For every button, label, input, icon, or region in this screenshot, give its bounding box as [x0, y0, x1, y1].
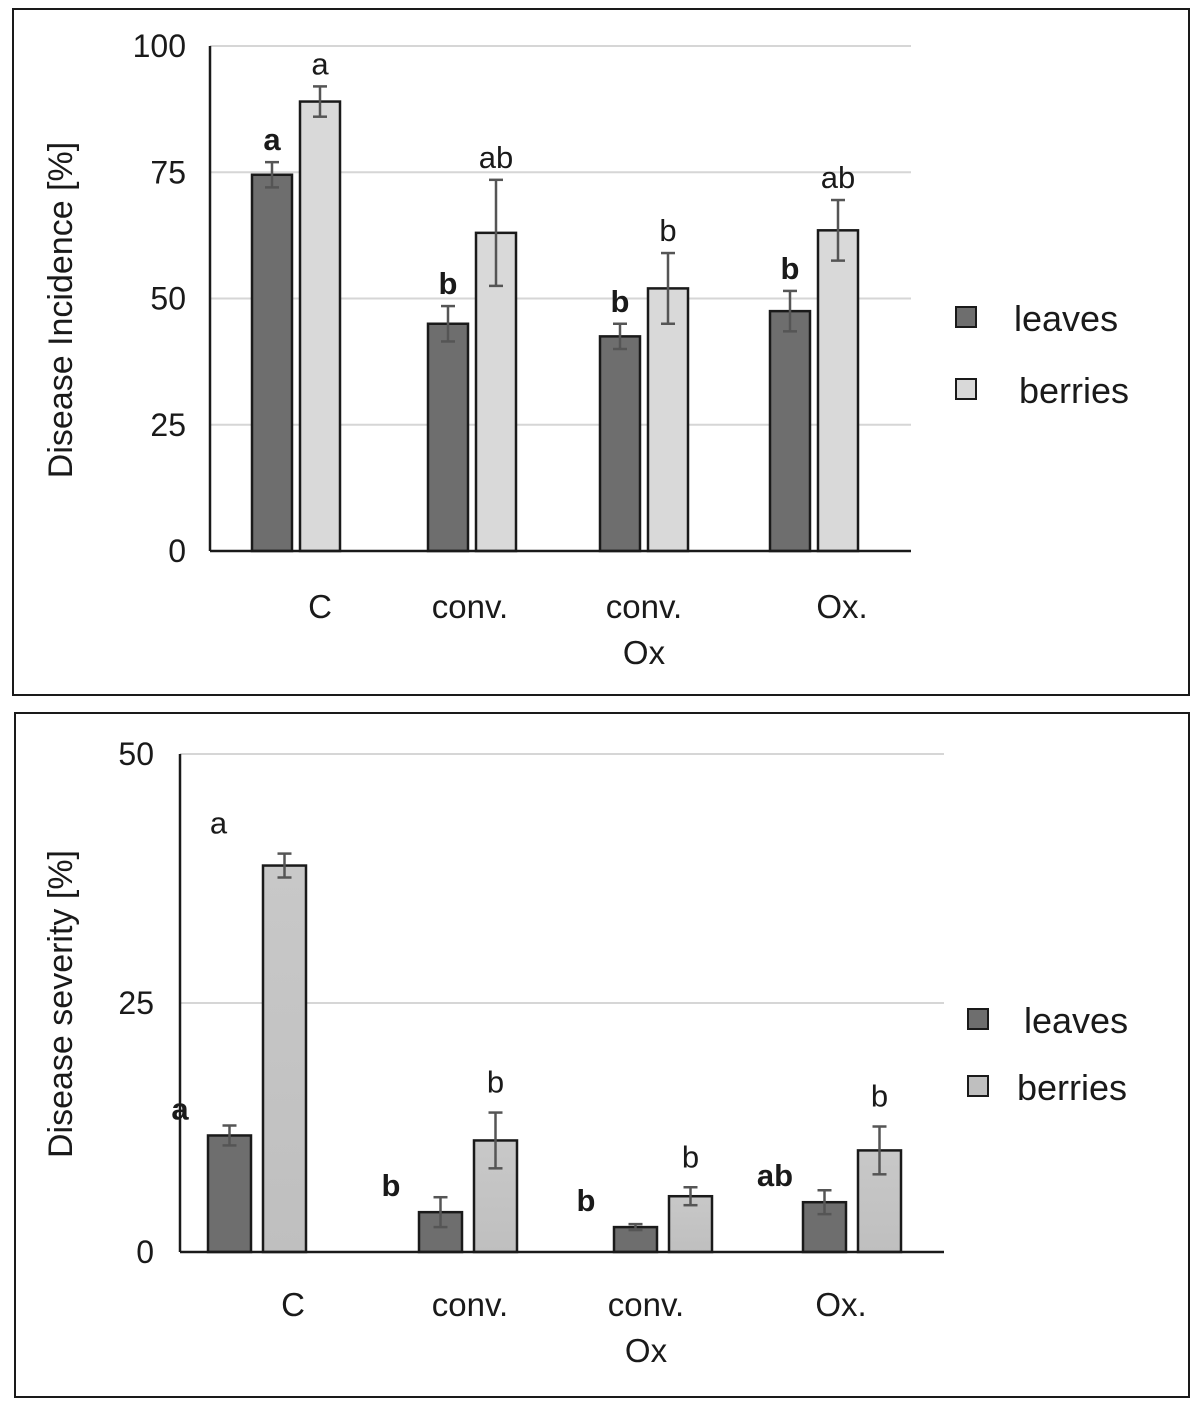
- y-tick-label: 75: [150, 154, 186, 190]
- x-category-label: Ox: [625, 1332, 668, 1369]
- legend-label-berries: berries: [1019, 370, 1129, 411]
- y-axis-label: Disease Incidence [%]: [42, 142, 80, 478]
- significance-letter-berries: ab: [821, 160, 855, 195]
- x-category-label: Ox.: [816, 588, 867, 625]
- legend-swatch-leaves: [967, 1008, 989, 1030]
- bar-leaves: [598, 335, 642, 553]
- x-category-label: conv.: [606, 588, 682, 625]
- legend-label-leaves: leaves: [1014, 298, 1118, 339]
- significance-letter-berries: b: [487, 1065, 504, 1100]
- y-tick-label: 0: [168, 533, 186, 569]
- legend-swatch-leaves: [955, 306, 977, 328]
- significance-letter-berries: a: [311, 46, 329, 81]
- bar-leaves: [768, 309, 812, 553]
- y-tick-label: 0: [136, 1234, 154, 1270]
- x-category-label: C: [308, 588, 332, 625]
- significance-letter-leaves: ab: [757, 1158, 793, 1193]
- legend-label-berries: berries: [1017, 1067, 1127, 1108]
- significance-letter-berries: b: [659, 213, 676, 248]
- x-category-label: Ox.: [815, 1286, 866, 1323]
- significance-letter-berries: a: [210, 806, 228, 841]
- bar-leaves: [250, 173, 294, 553]
- bar-berries: [816, 229, 860, 553]
- bar-berries: [298, 100, 342, 553]
- bar-leaves: [206, 1134, 253, 1254]
- y-tick-label: 50: [150, 281, 186, 317]
- significance-letter-leaves: a: [263, 122, 281, 157]
- legend-swatch-berries: [967, 1075, 989, 1097]
- x-category-label: conv.: [432, 588, 508, 625]
- bar-berries: [646, 287, 690, 553]
- significance-letter-berries: ab: [479, 140, 513, 175]
- y-axis-label: Disease severity [%]: [42, 850, 80, 1158]
- legend-swatch-berries: [955, 378, 977, 400]
- significance-letter-leaves: b: [577, 1183, 596, 1218]
- y-tick-label: 100: [133, 28, 186, 64]
- y-tick-label: 50: [118, 736, 154, 772]
- bar-leaves: [426, 322, 470, 553]
- bar-berries: [261, 864, 308, 1254]
- x-category-label: Ox: [623, 634, 666, 671]
- x-category-label: conv.: [608, 1286, 684, 1323]
- significance-letter-berries: b: [682, 1139, 699, 1174]
- significance-letter-leaves: b: [781, 251, 800, 286]
- significance-letter-leaves: b: [611, 284, 630, 319]
- y-tick-label: 25: [150, 407, 186, 443]
- legend-label-leaves: leaves: [1024, 1000, 1128, 1041]
- significance-letter-berries: b: [871, 1079, 888, 1114]
- x-category-label: conv.: [432, 1286, 508, 1323]
- significance-letter-leaves: b: [439, 266, 458, 301]
- x-category-label: C: [281, 1286, 305, 1323]
- y-tick-label: 25: [118, 985, 154, 1021]
- significance-letter-leaves: b: [382, 1168, 401, 1203]
- incidence-chart-panel: 0 25 50 75 100 Disease Incidence [%] a b b b a ab b a…: [12, 8, 1190, 696]
